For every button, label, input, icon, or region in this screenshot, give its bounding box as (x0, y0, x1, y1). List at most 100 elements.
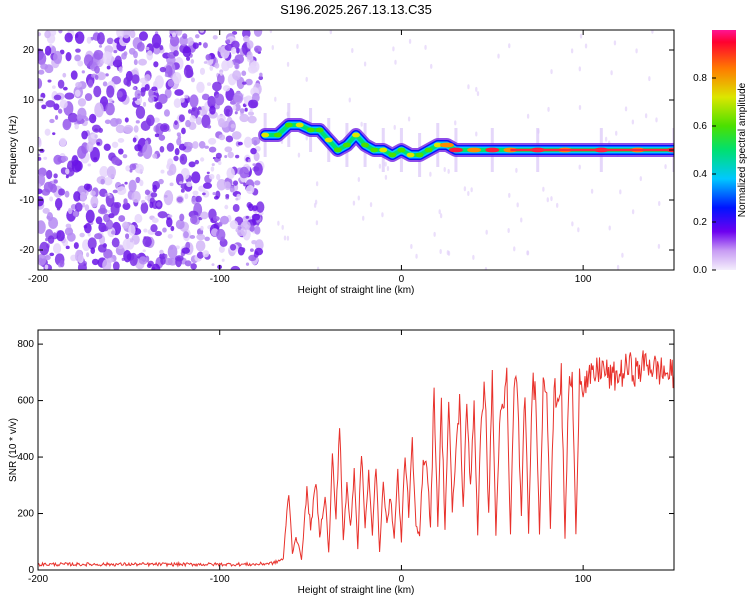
noise-cell (159, 249, 164, 255)
noise-cell (655, 117, 658, 123)
noise-cell (251, 213, 261, 221)
noise-cell (170, 225, 175, 232)
noise-cell (143, 228, 148, 233)
x-tick-label: -100 (210, 574, 230, 585)
noise-cell (196, 81, 205, 93)
noise-cell (73, 242, 79, 249)
noise-cell (200, 211, 209, 220)
noise-cell (116, 30, 124, 38)
colorbar-tick-label: 0.0 (693, 265, 707, 276)
ridge-peak (370, 147, 379, 153)
noise-cell (179, 181, 183, 185)
noise-cell (393, 124, 396, 130)
noise-cell (47, 79, 52, 83)
noise-cell (134, 163, 144, 174)
noise-cell (114, 55, 122, 67)
noise-cell (52, 243, 62, 254)
noise-cell (185, 119, 191, 128)
noise-cell (115, 124, 126, 134)
noise-cell (255, 48, 259, 53)
noise-cell (88, 113, 97, 124)
noise-cell (183, 231, 189, 239)
y-tick-label: 0 (28, 145, 34, 156)
noise-cell (235, 197, 239, 201)
noise-cell (94, 233, 103, 240)
noise-cell (52, 132, 56, 136)
noise-cell (132, 137, 137, 143)
noise-cell (81, 130, 88, 140)
noise-cell (184, 94, 189, 99)
noise-cell (105, 102, 115, 116)
noise-cell (214, 62, 220, 69)
noise-cell (103, 248, 113, 259)
noise-cell (232, 104, 237, 111)
noise-cell (231, 46, 237, 55)
ridge-peak (361, 142, 370, 148)
noise-cell (186, 56, 191, 61)
noise-cell (195, 240, 206, 252)
noise-cell (443, 167, 446, 173)
noise-cell (158, 178, 164, 185)
noise-cell (507, 227, 510, 233)
noise-cell (476, 91, 480, 97)
noise-cell (269, 30, 273, 34)
noise-cell (192, 42, 199, 49)
noise-cell (239, 113, 249, 123)
noise-cell (381, 212, 384, 218)
noise-cell (151, 217, 159, 224)
noise-cell (45, 51, 51, 56)
y-tick-label: 600 (17, 396, 34, 407)
noise-cell (497, 53, 500, 59)
noise-cell (211, 263, 215, 267)
noise-cell (247, 65, 258, 74)
noise-cell (77, 98, 87, 107)
noise-cell (226, 39, 231, 44)
noise-cell (122, 202, 131, 211)
noise-cell (118, 148, 124, 155)
noise-cell (146, 114, 155, 127)
noise-cell (233, 91, 244, 104)
noise-cell (245, 185, 255, 195)
noise-cell (245, 262, 250, 266)
noise-cell (204, 145, 209, 149)
noise-cell (604, 136, 608, 142)
noise-cell (93, 85, 102, 98)
noise-cell (241, 70, 247, 76)
noise-cell (190, 215, 198, 225)
noise-cell (177, 135, 182, 140)
noise-cell (516, 202, 519, 208)
noise-cell (112, 261, 120, 270)
noise-cell (54, 114, 59, 120)
noise-cell (162, 227, 167, 233)
noise-cell (424, 44, 427, 50)
noise-cell (207, 95, 216, 109)
noise-cell (351, 48, 354, 54)
noise-cell (254, 180, 261, 186)
noise-cell (111, 141, 119, 148)
noise-cell (124, 117, 129, 123)
x-tick-label: 100 (575, 574, 592, 585)
noise-cell (173, 50, 179, 57)
noise-cell (188, 161, 196, 168)
noise-cell (192, 190, 199, 196)
noise-cell (229, 220, 239, 230)
noise-cell (94, 74, 99, 80)
noise-cell (110, 230, 116, 235)
noise-cell (200, 157, 205, 162)
noise-cell (167, 79, 175, 87)
noise-cell (547, 106, 550, 112)
noise-cell (212, 215, 220, 222)
snr-ylabel: SNR (10 * v/v) (8, 418, 19, 482)
noise-cell (105, 51, 113, 59)
noise-cell (407, 116, 411, 122)
noise-cell (129, 252, 138, 267)
noise-cell (65, 52, 72, 62)
noise-cell (271, 45, 274, 51)
noise-cell (222, 85, 231, 92)
noise-cell (203, 61, 208, 64)
ridge-peak (397, 147, 406, 153)
noise-cell (245, 215, 249, 219)
noise-cell (108, 98, 113, 103)
y-tick-label: 20 (23, 45, 35, 56)
